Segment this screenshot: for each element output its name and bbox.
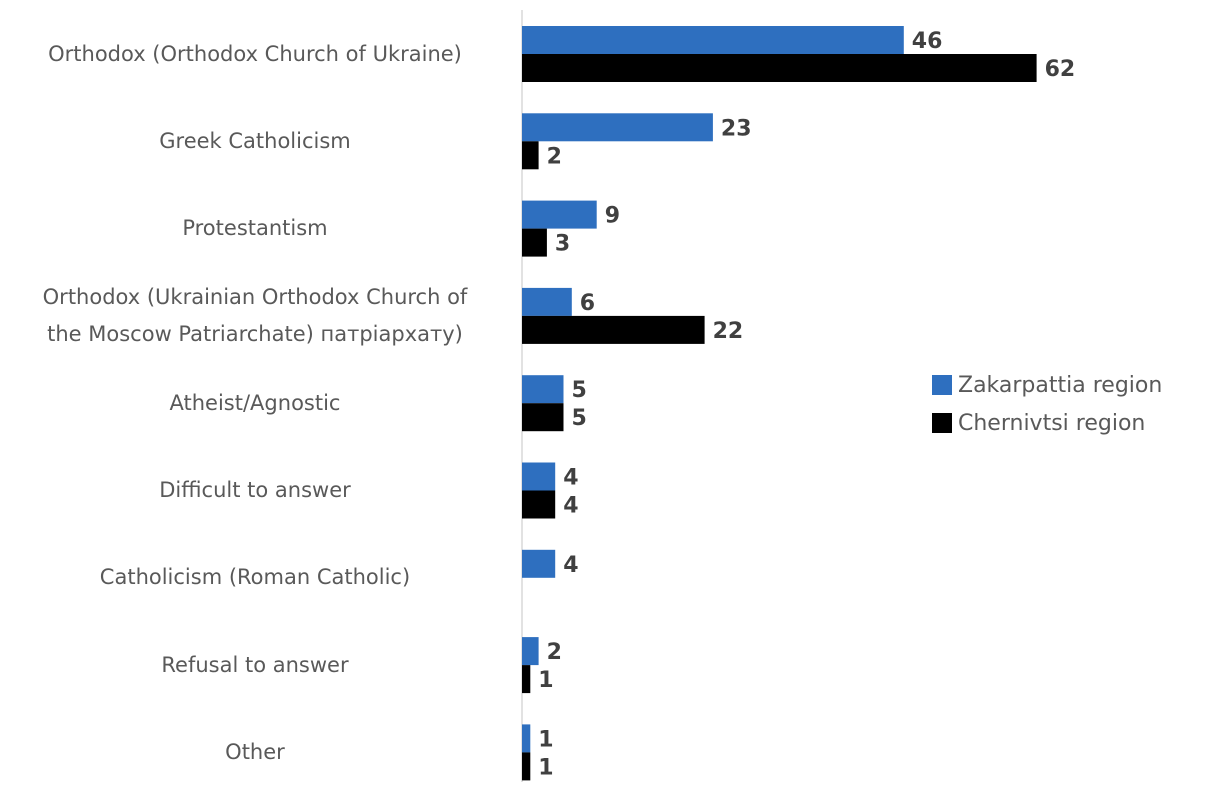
category-label: Refusal to answer bbox=[5, 647, 505, 684]
legend: Zakarpattia region Chernivtsi region bbox=[932, 366, 1162, 442]
category-label-line: Difficult to answer bbox=[159, 478, 351, 502]
category-label: Atheist/Agnostic bbox=[5, 385, 505, 422]
bar-chernivtsi bbox=[522, 228, 547, 257]
data-label-zakarpattia: 4 bbox=[563, 466, 578, 491]
data-label-zakarpattia: 46 bbox=[912, 29, 943, 54]
category-label: Orthodox (Orthodox Church of Ukraine) bbox=[5, 36, 505, 73]
data-label-zakarpattia: 23 bbox=[721, 116, 752, 141]
data-label-zakarpattia: 5 bbox=[572, 378, 587, 403]
bar-zakarpattia bbox=[522, 724, 531, 753]
bar-chernivtsi bbox=[522, 403, 564, 432]
bar-chernivtsi bbox=[522, 315, 705, 344]
bar-chernivtsi bbox=[522, 665, 531, 694]
legend-item-zakarpattia: Zakarpattia region bbox=[932, 366, 1162, 404]
category-label-line: Catholicism (Roman Catholic) bbox=[99, 565, 411, 590]
bar-zakarpattia bbox=[522, 113, 713, 142]
data-label-zakarpattia: 9 bbox=[605, 204, 620, 229]
data-label-zakarpattia: 2 bbox=[547, 640, 562, 665]
data-label-zakarpattia: 1 bbox=[538, 727, 553, 752]
category-label-line: Orthodox (Ukrainian Orthodox Church of bbox=[42, 284, 468, 309]
bar-chernivtsi bbox=[522, 490, 556, 519]
category-label: Catholicism (Roman Catholic) bbox=[5, 559, 505, 596]
bar-chernivtsi bbox=[522, 54, 1037, 82]
data-label-chernivtsi: 5 bbox=[572, 406, 587, 431]
legend-label-zakarpattia: Zakarpattia region bbox=[958, 372, 1163, 398]
category-label: Other bbox=[5, 734, 505, 771]
category-label-line: Atheist/Agnostic bbox=[169, 390, 341, 415]
bar-zakarpattia bbox=[522, 637, 539, 666]
data-label-zakarpattia: 4 bbox=[563, 553, 578, 578]
category-label: Difficult to answer bbox=[5, 472, 505, 509]
category-label-line: Refusal to answer bbox=[161, 652, 349, 677]
category-label-line: Greek Catholicism bbox=[159, 128, 351, 153]
bar-chernivtsi bbox=[522, 752, 531, 781]
data-label-chernivtsi: 2 bbox=[547, 144, 562, 169]
bar-zakarpattia bbox=[522, 462, 556, 491]
data-label-chernivtsi: 3 bbox=[555, 232, 570, 257]
data-label-chernivtsi: 1 bbox=[538, 755, 553, 780]
bar-zakarpattia bbox=[522, 375, 564, 404]
legend-item-chernivtsi: Chernivtsi region bbox=[932, 404, 1162, 442]
bar-zakarpattia bbox=[522, 287, 572, 316]
legend-label-chernivtsi: Chernivtsi region bbox=[958, 410, 1146, 436]
data-label-chernivtsi: 1 bbox=[538, 668, 553, 693]
legend-swatch-chernivtsi bbox=[932, 413, 952, 433]
category-label-line: the Moscow Patriarchate) патріархату) bbox=[47, 321, 463, 346]
data-label-chernivtsi: 4 bbox=[563, 494, 578, 519]
category-label-line: Protestantism bbox=[182, 216, 328, 241]
legend-swatch-zakarpattia bbox=[932, 375, 952, 395]
category-label: Orthodox (Ukrainian Orthodox Church of th… bbox=[5, 279, 505, 353]
data-label-chernivtsi: 22 bbox=[713, 319, 744, 344]
data-label-chernivtsi: 62 bbox=[1045, 57, 1076, 82]
bar-chernivtsi bbox=[522, 141, 539, 170]
bar-zakarpattia bbox=[522, 200, 597, 229]
bar-zakarpattia bbox=[522, 549, 556, 578]
category-label-line: Orthodox (Orthodox Church of Ukraine) bbox=[48, 41, 462, 66]
category-label: Protestantism bbox=[5, 210, 505, 247]
category-label-line: Other bbox=[225, 739, 285, 764]
data-label-zakarpattia: 6 bbox=[580, 291, 595, 316]
category-label: Greek Catholicism bbox=[5, 123, 505, 160]
bar-zakarpattia bbox=[522, 26, 904, 54]
